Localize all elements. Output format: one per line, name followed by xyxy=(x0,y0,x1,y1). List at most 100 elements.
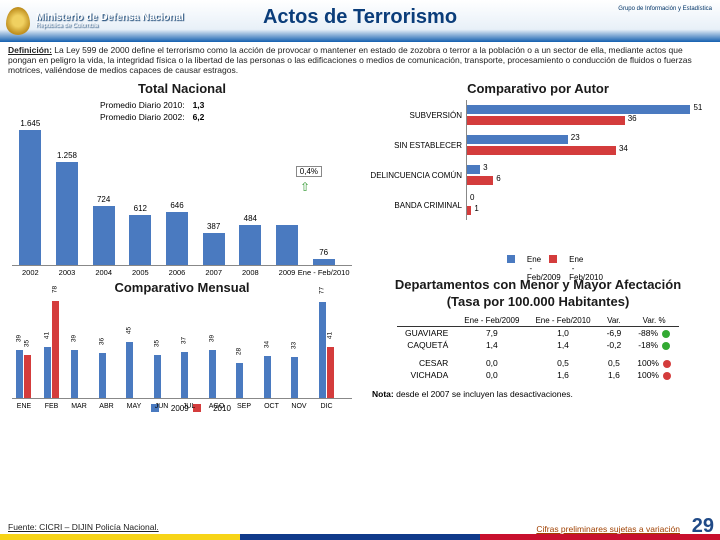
tricolor-bar xyxy=(0,534,720,540)
mon-bar xyxy=(154,355,161,399)
nota-text: desde el 2007 se incluyen las desactivac… xyxy=(394,389,573,399)
autor-row: BANDA CRIMINAL01 xyxy=(368,190,708,220)
mon-xcat: DIC xyxy=(320,403,332,410)
dept-name: CAQUETÁ xyxy=(397,339,456,351)
nat-bar-label: 1.645 xyxy=(20,119,40,128)
mon-bar xyxy=(44,347,51,398)
header-bar: Ministerio de Defensa Nacional República… xyxy=(0,0,720,42)
autor-bar xyxy=(467,116,625,125)
mon-bar-label: 77 xyxy=(318,284,325,298)
mon-bar xyxy=(327,347,334,398)
nat-xcat: 2003 xyxy=(59,268,76,277)
arrow-up-icon: ⇧ xyxy=(300,180,310,194)
dot-icon xyxy=(663,360,671,368)
callout-box: 0,4% xyxy=(296,166,322,177)
promedio-table: Promedio Diario 2010:1,3 Promedio Diario… xyxy=(98,98,206,124)
dept-a: 0,0 xyxy=(456,357,527,369)
autor-bar xyxy=(467,135,568,144)
dept-row: CAQUETÁ1,41,4-0,2-18% xyxy=(397,339,679,351)
legend-a-label: Ene - Feb/2009 xyxy=(527,255,535,263)
nat-xcat: 2002 xyxy=(22,268,39,277)
comp-autor-chart: SUBVERSIÓN5136SIN ESTABLECER2334DELINCUE… xyxy=(368,100,708,250)
autor-bar xyxy=(467,206,471,215)
mon-xcat: SEP xyxy=(237,403,251,410)
autor-val: 3 xyxy=(483,163,487,172)
dept-row: GUAVIARE7,91,0-6,9-88% xyxy=(397,327,679,340)
autor-ylabel: DELINCUENCIA COMÚN xyxy=(368,171,466,180)
mon-bar xyxy=(71,350,78,399)
nat-xcat: 2008 xyxy=(242,268,259,277)
nat-bar xyxy=(93,206,115,266)
mon-xcat: OCT xyxy=(264,403,279,410)
definition-text: La Ley 599 de 2000 define el terrorismo … xyxy=(8,45,692,75)
comp-autor-legend: Ene - Feb/2009 Ene - Feb/2010 xyxy=(364,254,712,263)
mon-bar xyxy=(52,301,59,399)
nat-bar-label: 612 xyxy=(134,204,147,213)
mon-bar-label: 78 xyxy=(51,282,58,296)
autor-ylabel: SUBVERSIÓN xyxy=(368,111,466,120)
dept-pct: -88% xyxy=(629,327,679,340)
mon-bar xyxy=(291,357,298,398)
dept-b: 1,4 xyxy=(527,339,598,351)
nat-xcat: 2005 xyxy=(132,268,149,277)
dept-a: 7,9 xyxy=(456,327,527,340)
nat-bar-label: 1.258 xyxy=(57,151,77,160)
dept-b: 0,5 xyxy=(527,357,598,369)
autor-val: 6 xyxy=(496,174,500,183)
nat-bar xyxy=(19,130,41,265)
dept-b: 1,0 xyxy=(527,327,598,340)
dept-var: -0,2 xyxy=(599,339,630,351)
mon-bar-label: 35 xyxy=(24,336,31,350)
mon-bar xyxy=(181,352,188,398)
dept-a: 0,0 xyxy=(456,369,527,381)
legend-b-label: Ene - Feb/2010 xyxy=(569,255,577,263)
prom-2002-label: Promedio Diario 2002: xyxy=(100,112,191,122)
footer: Fuente: CICRI – DIJIN Policía Nacional. … xyxy=(0,520,720,540)
dept-title: Departamentos con Menor y Mayor Afectaci… xyxy=(364,277,712,292)
mon-bar xyxy=(264,356,271,399)
definition-label: Definición: xyxy=(8,45,52,55)
prom-2002-val: 6,2 xyxy=(193,112,205,122)
nat-bar xyxy=(166,212,188,265)
legend-2009-label: 2009 xyxy=(171,404,179,412)
dept-col-header: Var. % xyxy=(629,315,679,327)
dept-name: VICHADA xyxy=(397,369,456,381)
page-title: Actos de Terrorismo xyxy=(0,6,720,29)
dept-var: 1,6 xyxy=(599,369,630,381)
mon-bar-label: 39 xyxy=(208,331,215,345)
autor-val: 51 xyxy=(693,103,702,112)
legend-a-swatch xyxy=(507,255,515,263)
mon-bar xyxy=(126,342,133,398)
mon-bar xyxy=(236,363,243,398)
autor-bar xyxy=(467,176,493,185)
mon-xcat: JUL xyxy=(183,403,195,410)
comp-mensual-title: Comparativo Mensual xyxy=(8,280,356,295)
prom-2010-val: 1,3 xyxy=(193,100,205,110)
autor-row: DELINCUENCIA COMÚN 36 xyxy=(368,160,708,190)
nat-bar-label: 724 xyxy=(97,195,110,204)
left-column: Total Nacional Promedio Diario 2010:1,3 … xyxy=(8,81,356,412)
nat-bar xyxy=(203,233,225,265)
nat-bar xyxy=(276,225,298,265)
autor-ylabel: BANDA CRIMINAL xyxy=(368,201,466,210)
nat-bar xyxy=(129,215,151,265)
nat-bar xyxy=(56,162,78,266)
autor-bar xyxy=(467,146,616,155)
mon-bar xyxy=(16,350,23,399)
nat-bar-label: 646 xyxy=(170,201,183,210)
dept-a: 1,4 xyxy=(456,339,527,351)
dept-name: CESAR xyxy=(397,357,456,369)
nat-bar xyxy=(239,225,261,265)
mon-xcat: JUN xyxy=(155,403,169,410)
mon-bar-label: 36 xyxy=(98,335,105,349)
definition-block: Definición: La Ley 599 de 2000 define el… xyxy=(0,42,720,81)
mon-xcat: FEB xyxy=(45,403,59,410)
mon-bar-label: 41 xyxy=(326,329,333,343)
prom-2010-label: Promedio Diario 2010: xyxy=(100,100,191,110)
dept-var: 0,5 xyxy=(599,357,630,369)
autor-ylabel: SIN ESTABLECER xyxy=(368,141,466,150)
mon-xcat: AGO xyxy=(209,403,225,410)
mon-xcat: ENE xyxy=(17,403,31,410)
autor-row: SIN ESTABLECER2334 xyxy=(368,130,708,160)
autor-bar xyxy=(467,105,690,114)
